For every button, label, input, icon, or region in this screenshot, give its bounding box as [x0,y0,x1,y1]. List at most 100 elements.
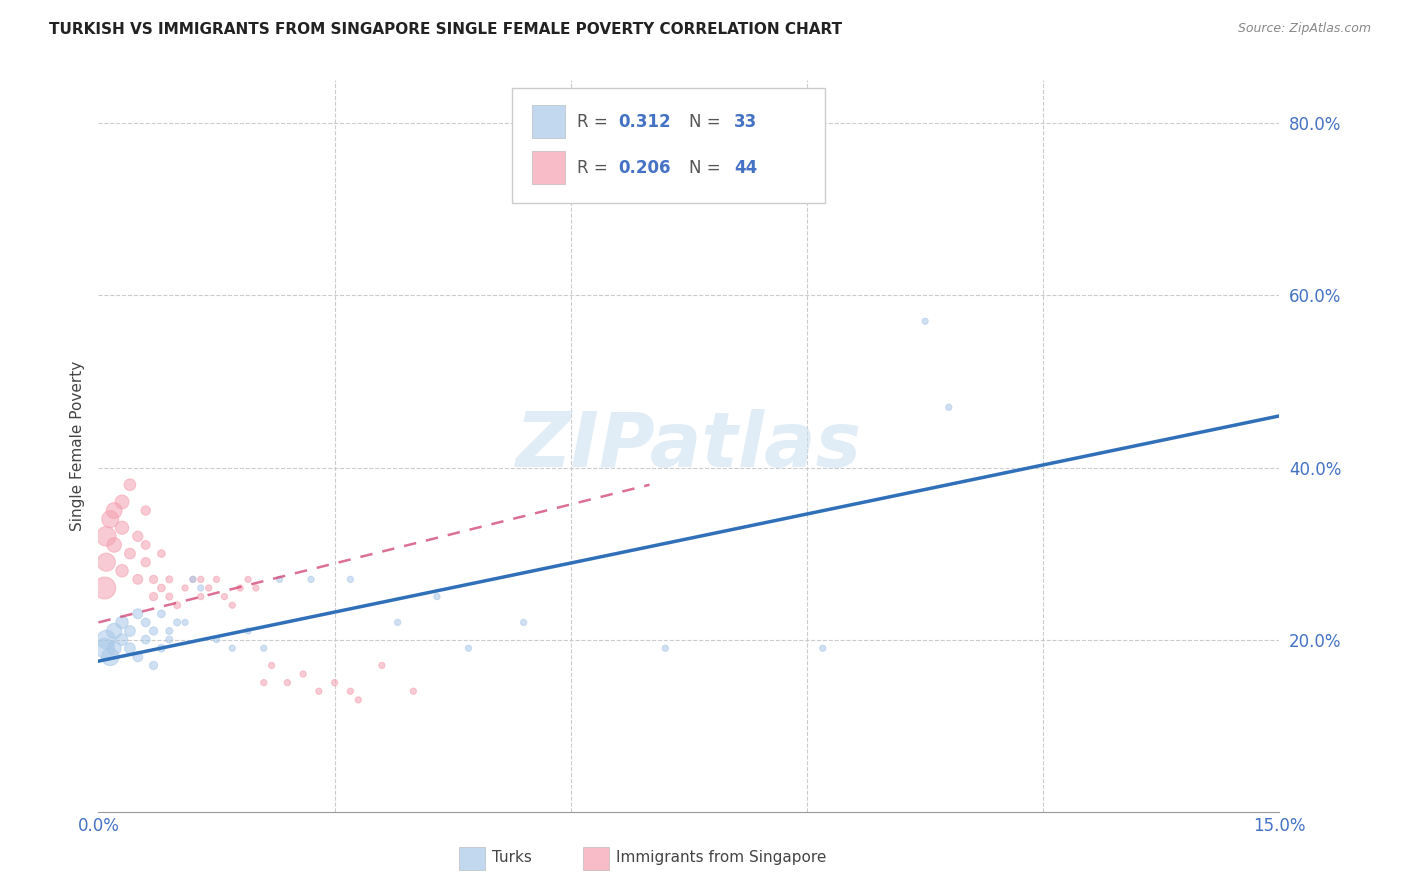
Point [174,615,197,630]
Bar [531,105,565,138]
Point [157,632,180,647]
Point [157,590,180,604]
Text: 33: 33 [734,113,756,131]
Point [127,529,149,543]
Point [135,632,157,647]
Point [111,615,134,630]
Point [127,649,149,664]
Point [323,675,346,690]
Point [103,624,125,638]
Point [135,615,157,630]
Text: 0.312: 0.312 [619,113,671,131]
Point [118,477,141,491]
Point [387,615,409,630]
Point [166,598,188,612]
Point [142,658,165,673]
Point [98,512,121,526]
Point [181,573,204,587]
Point [166,615,188,630]
Point [236,624,259,638]
Point [426,590,449,604]
Point [127,573,149,587]
Point [221,598,243,612]
Text: N =: N = [689,113,725,131]
Text: 0.206: 0.206 [619,159,671,177]
Point [371,658,394,673]
Text: Source: ZipAtlas.com: Source: ZipAtlas.com [1237,22,1371,36]
Text: R =: R = [576,159,613,177]
Point [347,693,370,707]
Point [96,529,118,543]
Point [190,573,212,587]
Point [245,581,267,595]
Point [118,547,141,561]
Point [190,581,212,595]
Text: ZIPatlas: ZIPatlas [516,409,862,483]
Point [253,641,276,656]
Point [135,555,157,569]
Point [111,564,134,578]
Text: R =: R = [576,113,613,131]
Point [93,581,115,595]
Point [654,641,676,656]
Point [269,573,291,587]
Text: Immigrants from Singapore: Immigrants from Singapore [616,849,827,864]
Point [157,573,180,587]
Bar [458,847,485,871]
Point [339,684,361,698]
Point [253,675,276,690]
FancyBboxPatch shape [512,87,825,203]
Point [103,538,125,552]
Point [260,658,283,673]
Point [221,641,243,656]
Y-axis label: Single Female Poverty: Single Female Poverty [69,361,84,531]
Bar [582,847,609,871]
Point [142,590,165,604]
Point [150,641,173,656]
Point [96,632,118,647]
Point [205,632,228,647]
Point [142,573,165,587]
Point [118,624,141,638]
Point [938,401,960,415]
Point [276,675,298,690]
Point [339,573,361,587]
Point [96,555,118,569]
Point [150,607,173,621]
Point [135,538,157,552]
Point [150,581,173,595]
Point [402,684,425,698]
Point [111,632,134,647]
Point [157,624,180,638]
Point [197,581,219,595]
Point [190,590,212,604]
Point [135,503,157,517]
Bar [531,152,565,184]
Point [914,314,936,328]
Point [118,641,141,656]
Point [150,547,173,561]
Point [111,521,134,535]
Point [229,581,252,595]
Point [205,573,228,587]
Point [98,649,121,664]
Text: 44: 44 [734,159,756,177]
Point [111,495,134,509]
Point [292,667,315,681]
Point [214,590,236,604]
Text: N =: N = [689,159,725,177]
Point [127,607,149,621]
Point [512,615,534,630]
Point [103,641,125,656]
Text: TURKISH VS IMMIGRANTS FROM SINGAPORE SINGLE FEMALE POVERTY CORRELATION CHART: TURKISH VS IMMIGRANTS FROM SINGAPORE SIN… [49,22,842,37]
Point [308,684,330,698]
Point [299,573,322,587]
Point [181,573,204,587]
Point [93,641,115,656]
Point [174,581,197,595]
Point [142,624,165,638]
Point [811,641,834,656]
Point [236,573,259,587]
Point [103,503,125,517]
Point [457,641,479,656]
